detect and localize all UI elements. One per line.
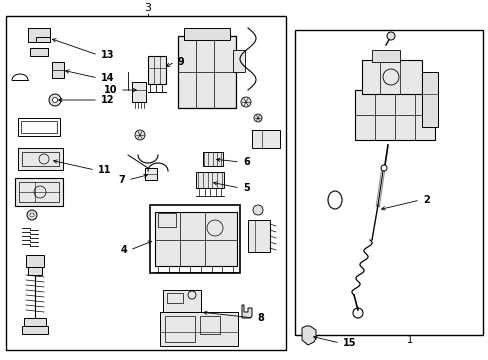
Bar: [132, 82, 146, 102]
Text: 13: 13: [101, 50, 114, 60]
Text: 1: 1: [406, 335, 412, 345]
Bar: [21, 121, 57, 133]
Bar: [19, 182, 59, 202]
Circle shape: [253, 114, 262, 122]
Bar: [371, 50, 399, 62]
Bar: [26, 255, 44, 267]
Bar: [200, 316, 220, 334]
Text: 3: 3: [144, 3, 151, 13]
Bar: [28, 267, 42, 275]
Text: 9: 9: [178, 57, 184, 67]
Bar: [203, 152, 223, 166]
Circle shape: [380, 165, 386, 171]
Bar: [18, 148, 63, 170]
Circle shape: [252, 205, 263, 215]
Bar: [232, 50, 244, 72]
Bar: [421, 72, 437, 127]
Circle shape: [135, 130, 145, 140]
Bar: [24, 318, 46, 326]
Bar: [150, 205, 240, 273]
Bar: [145, 168, 157, 180]
Bar: [251, 130, 280, 148]
Text: 14: 14: [101, 73, 114, 83]
Bar: [294, 30, 482, 335]
Bar: [22, 326, 48, 334]
Bar: [167, 293, 183, 303]
Text: 7: 7: [118, 175, 125, 185]
Text: 11: 11: [98, 165, 111, 175]
Text: 4: 4: [120, 245, 127, 255]
Bar: [30, 48, 48, 56]
Text: 6: 6: [243, 157, 249, 167]
Text: 10: 10: [103, 85, 117, 95]
Bar: [160, 312, 238, 346]
Bar: [361, 60, 421, 94]
Circle shape: [386, 32, 394, 40]
Bar: [15, 178, 63, 206]
Bar: [164, 316, 195, 342]
Bar: [247, 220, 269, 252]
Circle shape: [52, 98, 58, 103]
Polygon shape: [242, 305, 251, 318]
Bar: [354, 90, 434, 140]
Bar: [178, 36, 236, 108]
Text: 15: 15: [342, 338, 356, 348]
Bar: [196, 172, 224, 188]
Bar: [6, 16, 285, 350]
Bar: [148, 56, 165, 84]
Text: 12: 12: [101, 95, 114, 105]
Bar: [163, 290, 201, 312]
Bar: [18, 118, 60, 136]
Bar: [183, 28, 229, 40]
Bar: [158, 213, 176, 227]
Text: 2: 2: [422, 195, 429, 205]
Circle shape: [27, 210, 37, 220]
Bar: [30, 30, 50, 42]
Polygon shape: [28, 28, 50, 42]
Bar: [22, 152, 59, 166]
Circle shape: [49, 94, 61, 106]
Bar: [52, 62, 64, 78]
Bar: [155, 212, 237, 266]
Text: 5: 5: [243, 183, 249, 193]
Circle shape: [30, 213, 34, 217]
Circle shape: [241, 97, 250, 107]
Text: 8: 8: [257, 313, 264, 323]
Polygon shape: [302, 326, 315, 345]
